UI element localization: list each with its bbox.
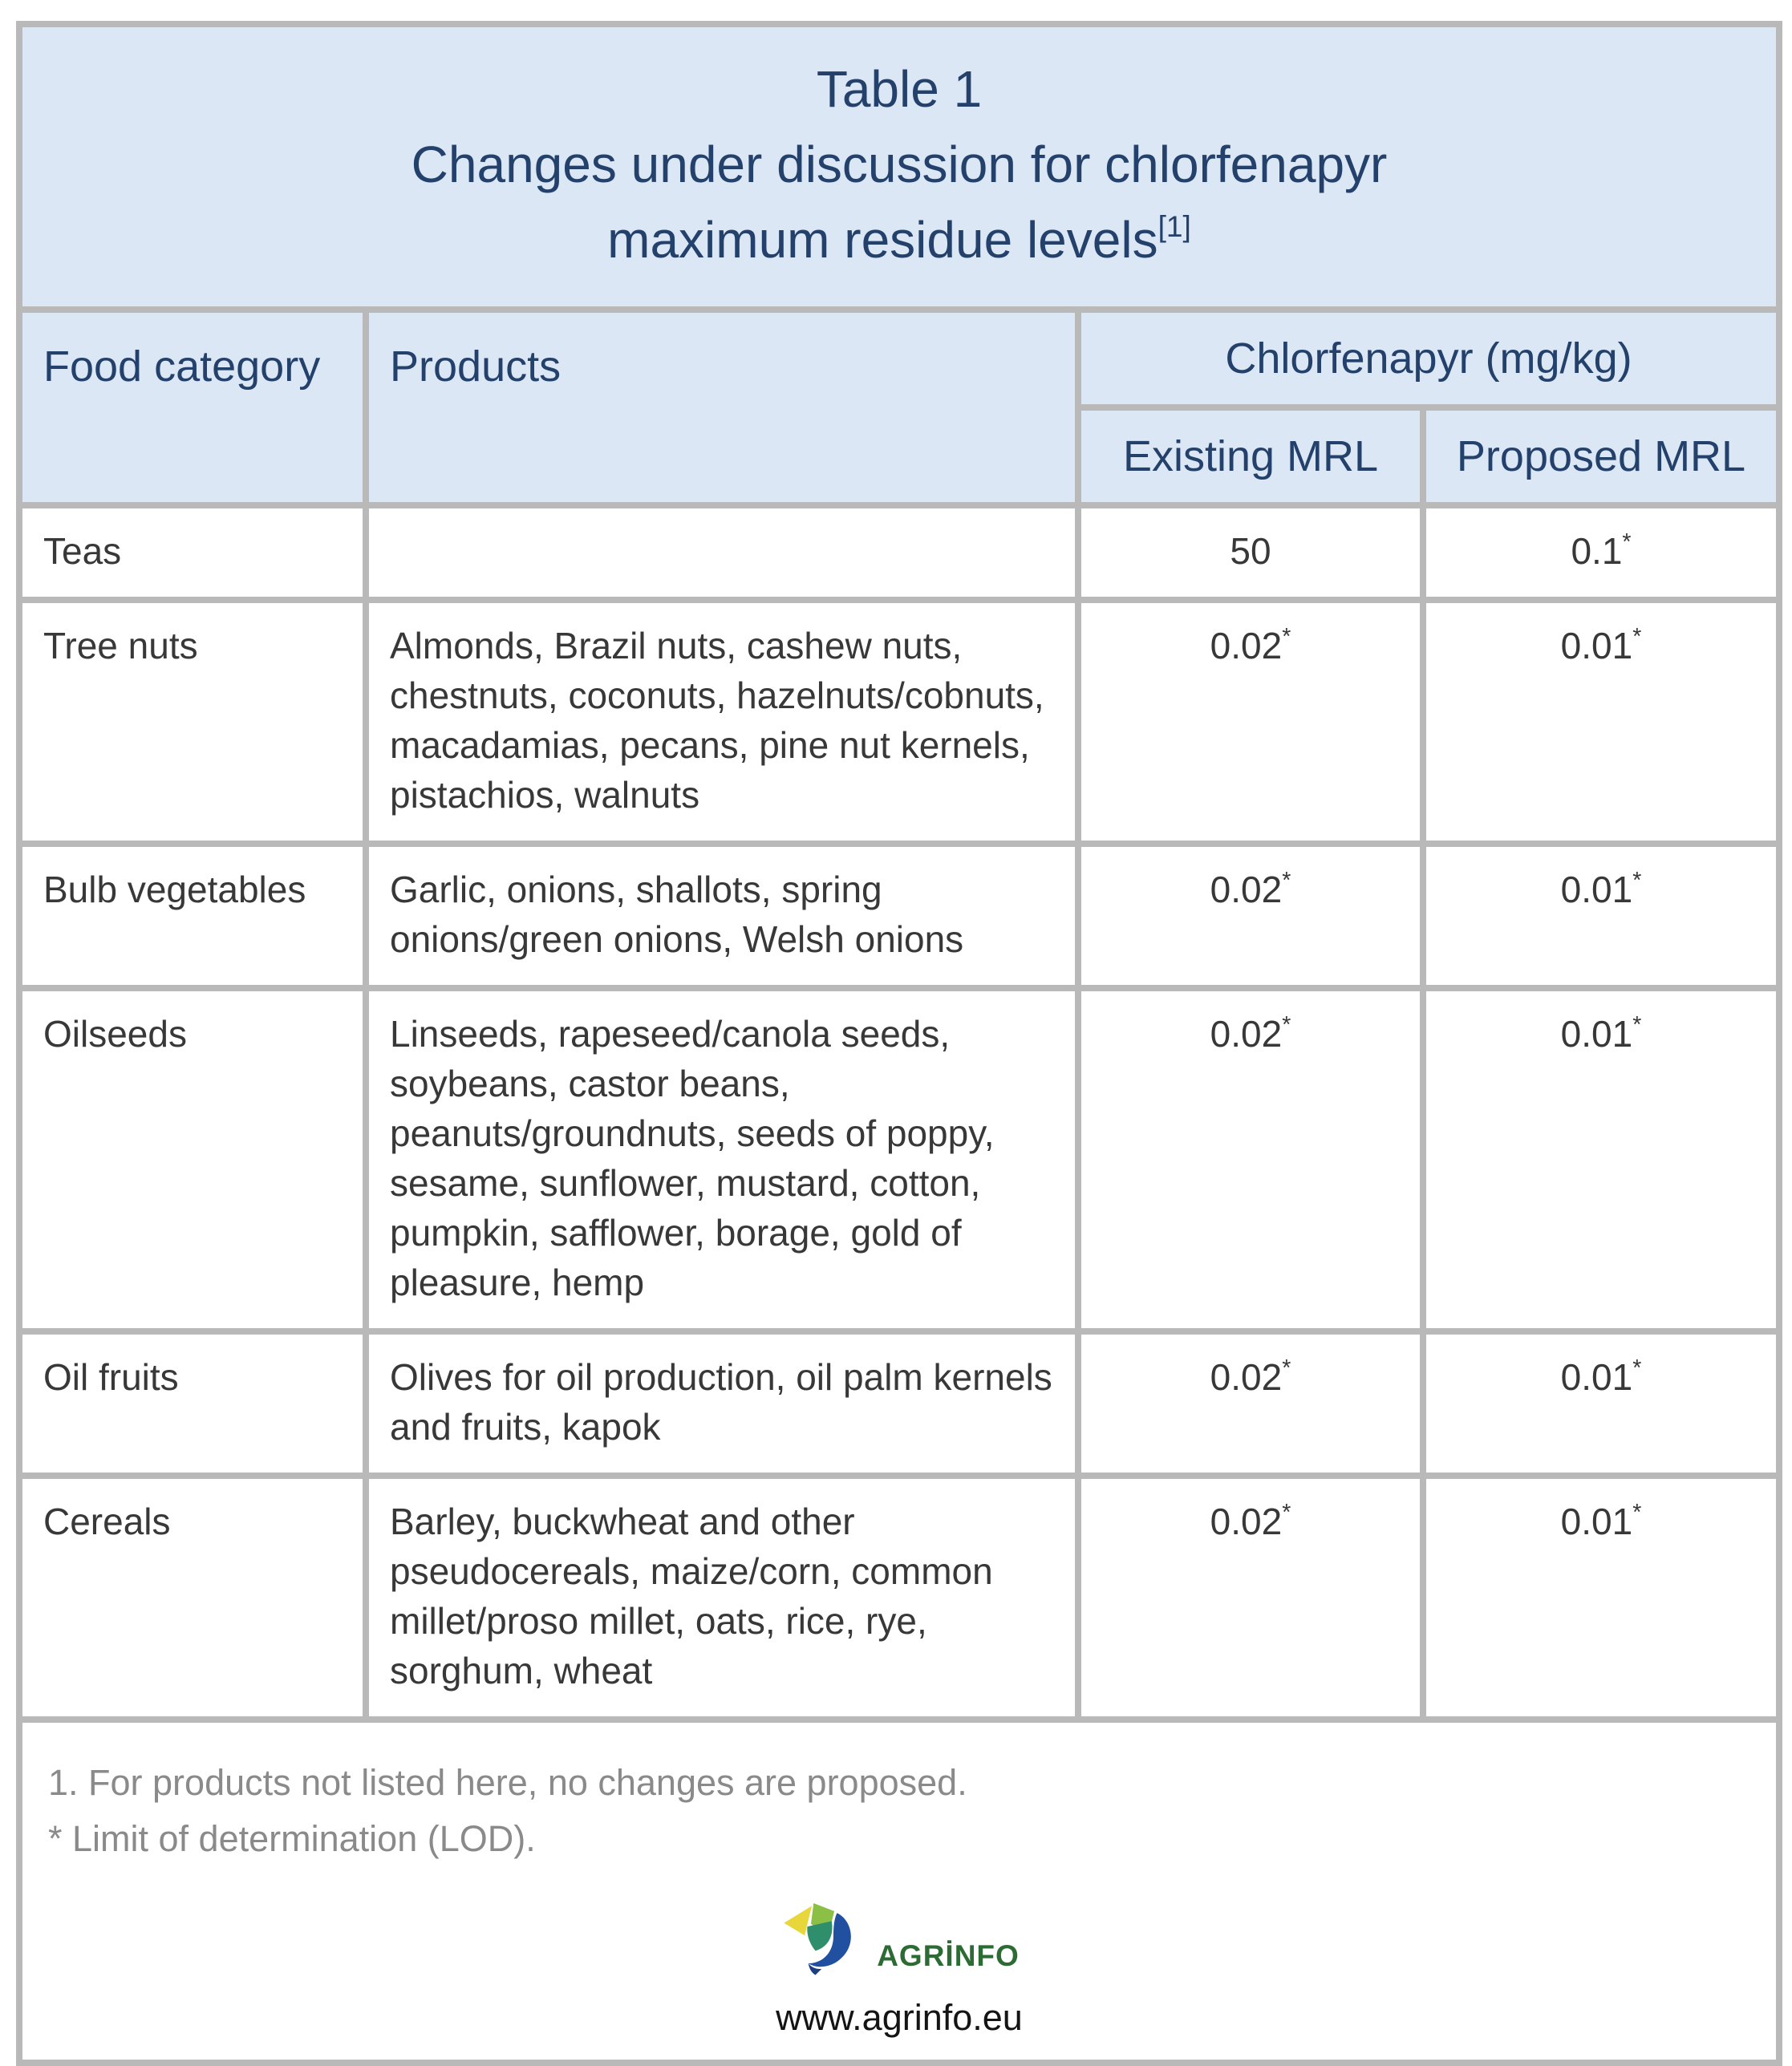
footer-cell: 1. For products not listed here, no chan… — [16, 1716, 1782, 2066]
proposed-mrl-cell: 0.1* — [1420, 502, 1782, 603]
existing-mrl-cell: 0.02* — [1075, 1328, 1426, 1479]
lod-asterisk: * — [1632, 623, 1642, 650]
proposed-mrl-cell: 0.01* — [1420, 1473, 1782, 1723]
lod-asterisk: * — [1282, 623, 1291, 650]
lod-asterisk: * — [1632, 1355, 1642, 1381]
proposed-mrl-cell: 0.01* — [1420, 985, 1782, 1335]
products-cell — [363, 502, 1081, 603]
lod-asterisk: * — [1632, 867, 1642, 893]
table-row: Cereals Barley, buckwheat and other pseud… — [16, 1473, 1782, 1723]
food-category-cell: Oilseeds — [16, 985, 369, 1335]
proposed-mrl-cell: 0.01* — [1420, 597, 1782, 847]
existing-mrl-cell: 0.02* — [1075, 597, 1426, 847]
lod-asterisk: * — [1282, 1499, 1291, 1525]
agrinfo-logo-text: AGRİNFO — [877, 1939, 1020, 1972]
existing-mrl-cell: 0.02* — [1075, 841, 1426, 991]
products-cell: Olives for oil production, oil palm kern… — [363, 1328, 1081, 1479]
header-products: Products — [363, 306, 1081, 508]
food-category-cell: Oil fruits — [16, 1328, 369, 1479]
existing-mrl-cell: 50 — [1075, 502, 1426, 603]
branding-block: AGRİNFO www.agrinfo.eu — [39, 1896, 1760, 2039]
products-cell: Barley, buckwheat and other pseudocereal… — [363, 1473, 1081, 1723]
header-proposed-mrl: Proposed MRL — [1420, 404, 1782, 508]
header-food-category: Food category — [16, 306, 369, 508]
table-row: Oilseeds Linseeds, rapeseed/canola seeds,… — [16, 985, 1782, 1335]
page: { "colors": { "header-bg": "#dbe7f5", "b… — [16, 21, 1782, 2066]
lod-asterisk: * — [1622, 529, 1632, 555]
footnote-1: 1. For products not listed here, no chan… — [48, 1762, 967, 1803]
products-cell: Almonds, Brazil nuts, cashew nuts, chest… — [363, 597, 1081, 847]
food-category-cell: Tree nuts — [16, 597, 369, 847]
lod-asterisk: * — [1632, 1499, 1642, 1525]
header-existing-mrl: Existing MRL — [1075, 404, 1426, 508]
food-category-cell: Bulb vegetables — [16, 841, 369, 991]
mrl-table: Table 1 Changes under discussion for chl… — [16, 21, 1782, 2066]
title-row: Table 1 Changes under discussion for chl… — [16, 21, 1782, 313]
website-url: www.agrinfo.eu — [776, 1997, 1023, 2038]
header-row-2: Existing MRL Proposed MRL — [19, 404, 1782, 508]
agrinfo-logo: AGRİNFO — [779, 1896, 1020, 1986]
footer-row: 1. For products not listed here, no chan… — [16, 1716, 1782, 2066]
table-row: Bulb vegetables Garlic, onions, shallots,… — [16, 841, 1782, 991]
products-cell: Garlic, onions, shallots, spring onions/… — [363, 841, 1081, 991]
proposed-mrl-cell: 0.01* — [1420, 841, 1782, 991]
header-row-1: Food category Products Chlorfenapyr (mg/… — [16, 306, 1782, 508]
food-category-cell: Teas — [16, 502, 369, 603]
food-category-cell: Cereals — [16, 1473, 369, 1723]
table-body: Teas 50 0.1* Tree nuts Almonds, Brazil nuts,… — [16, 502, 1782, 1723]
table-row: Tree nuts Almonds, Brazil nuts, cashew nu… — [16, 597, 1782, 847]
proposed-mrl-cell: 0.01* — [1420, 1328, 1782, 1479]
table-row: Oil fruits Olives for oil production, oil… — [16, 1328, 1782, 1479]
table-title-line3: maximum residue levels[1] — [607, 209, 1191, 269]
existing-mrl-cell: 0.02* — [1075, 1473, 1426, 1723]
lod-asterisk: * — [1632, 1011, 1642, 1038]
lod-asterisk: * — [1282, 1355, 1291, 1381]
table-title-line2: Changes under discussion for chlorfenapy… — [411, 136, 1388, 193]
products-cell: Linseeds, rapeseed/canola seeds, soybean… — [363, 985, 1081, 1335]
lod-asterisk: * — [1282, 867, 1291, 893]
footnote-2: * Limit of determination (LOD). — [48, 1818, 536, 1859]
document-sheet: Table 1 Changes under discussion for chl… — [16, 21, 1782, 2066]
existing-mrl-cell: 0.02* — [1075, 985, 1426, 1335]
agrinfo-logo-icon — [784, 1902, 852, 1975]
lod-asterisk: * — [1282, 1011, 1291, 1038]
table-title: Table 1 Changes under discussion for chl… — [16, 21, 1782, 313]
title-footnote-marker: [1] — [1158, 209, 1191, 243]
header-chlorfenapyr-group: Chlorfenapyr (mg/kg) — [1075, 306, 1782, 411]
table-title-line1: Table 1 — [816, 60, 983, 118]
table-row: Teas 50 0.1* — [16, 502, 1782, 603]
